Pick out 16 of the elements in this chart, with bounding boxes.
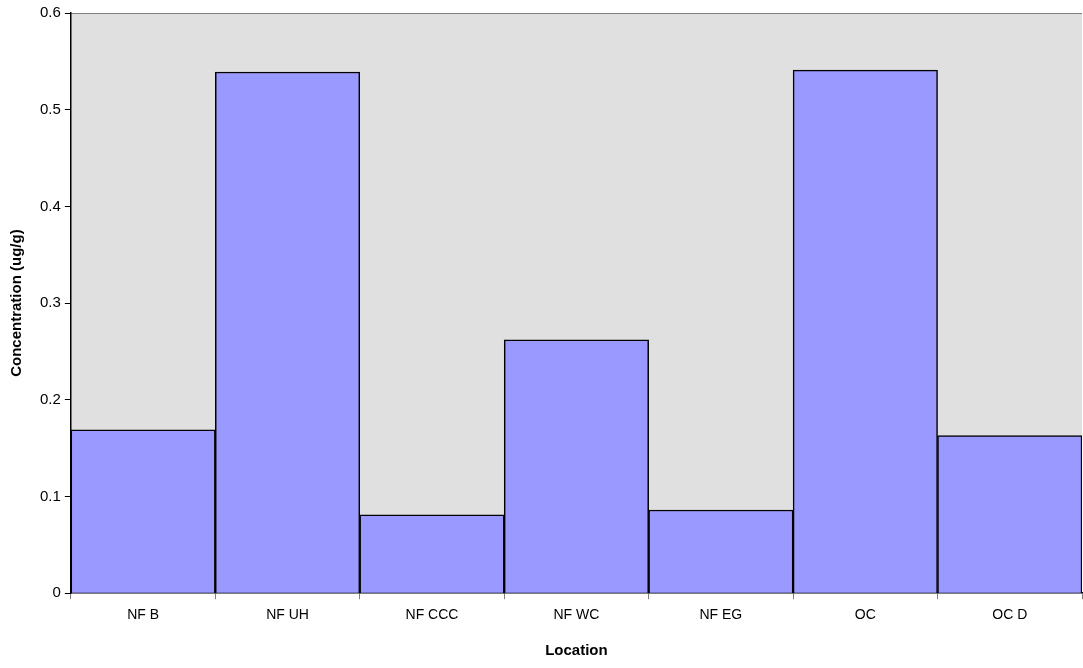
y-tick-label: 0 [52, 583, 61, 601]
y-tick-label: 0.4 [39, 196, 61, 214]
y-tick-label: 0.5 [39, 99, 61, 117]
x-axis-title: Location [545, 641, 608, 659]
x-tick-label: NF CCC [405, 606, 459, 623]
x-tick-label: OC D [992, 606, 1028, 623]
y-tick-label: 0.2 [39, 389, 61, 407]
y-tick-label: 0.3 [39, 293, 61, 311]
x-tick-label: NF B [127, 606, 160, 623]
x-tick-label: NF EG [699, 606, 743, 623]
x-tick-label: NF WC [553, 606, 600, 623]
x-tick-label: OC [854, 606, 876, 623]
y-tick-label: 0.6 [39, 3, 61, 21]
y-axis-title: Concentration (ug/g) [7, 229, 25, 377]
x-tick-label: NF UH [266, 606, 309, 623]
y-tick-label: 0.1 [39, 486, 61, 504]
